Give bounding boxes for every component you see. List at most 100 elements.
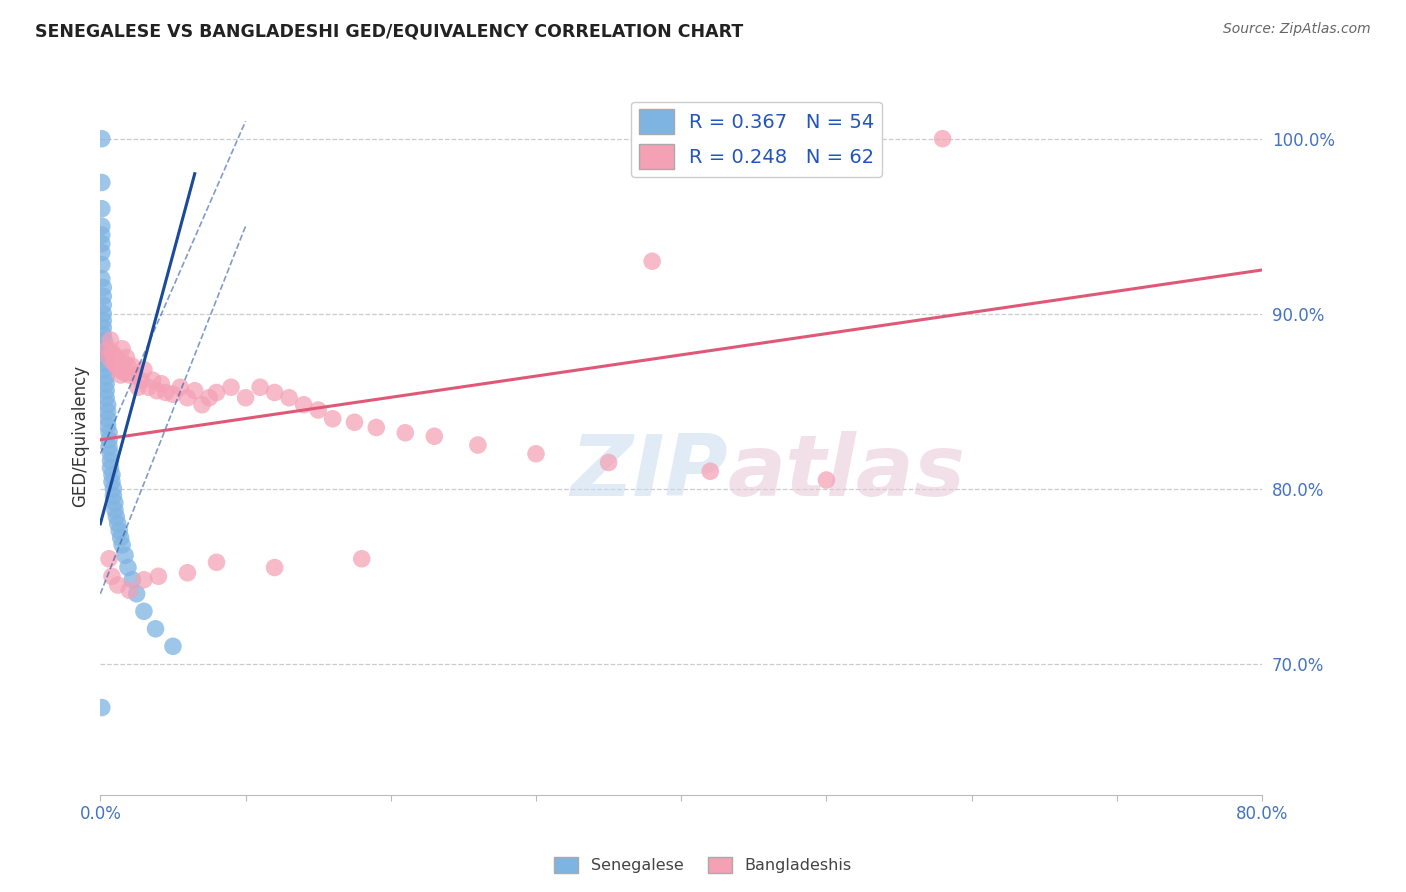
Point xyxy=(205,555,228,569)
Point xyxy=(118,368,141,382)
Text: ZIP: ZIP xyxy=(569,431,728,514)
Point xyxy=(96,369,118,384)
Point xyxy=(117,359,139,374)
Point xyxy=(98,433,121,447)
Point xyxy=(110,368,132,382)
Point xyxy=(263,560,285,574)
Point xyxy=(90,227,112,242)
Point xyxy=(322,411,344,425)
Legend: Senegalese, Bangladeshis: Senegalese, Bangladeshis xyxy=(548,850,858,880)
Point xyxy=(191,398,214,412)
Point xyxy=(90,131,112,145)
Point xyxy=(136,380,159,394)
Point xyxy=(104,349,127,363)
Point xyxy=(91,298,114,312)
Point xyxy=(176,391,198,405)
Point xyxy=(101,345,124,359)
Point xyxy=(125,587,148,601)
Point xyxy=(111,538,134,552)
Point xyxy=(108,363,131,377)
Point xyxy=(91,280,114,294)
Point xyxy=(100,333,122,347)
Point xyxy=(91,307,114,321)
Point xyxy=(97,405,120,419)
Point xyxy=(350,551,373,566)
Point xyxy=(169,380,191,394)
Point xyxy=(162,640,184,654)
Point xyxy=(107,578,129,592)
Point xyxy=(263,385,285,400)
Point xyxy=(100,454,122,468)
Point xyxy=(110,531,132,545)
Text: atlas: atlas xyxy=(728,431,966,514)
Point xyxy=(142,373,165,387)
Point xyxy=(292,398,315,412)
Point xyxy=(105,509,128,524)
Point xyxy=(90,202,112,216)
Point xyxy=(112,356,135,370)
Point xyxy=(132,363,155,377)
Point xyxy=(93,334,115,349)
Point xyxy=(105,359,128,374)
Point xyxy=(931,131,953,145)
Point xyxy=(150,376,173,391)
Point xyxy=(121,359,143,374)
Point xyxy=(91,327,114,342)
Point xyxy=(219,380,242,394)
Point xyxy=(98,551,121,566)
Point xyxy=(93,363,115,377)
Point xyxy=(423,429,446,443)
Point xyxy=(121,573,143,587)
Point xyxy=(91,320,114,334)
Point xyxy=(115,351,138,365)
Point xyxy=(111,342,134,356)
Point xyxy=(114,366,136,380)
Point xyxy=(101,475,124,489)
Point xyxy=(278,391,301,405)
Point xyxy=(641,254,664,268)
Point xyxy=(815,473,838,487)
Point xyxy=(108,524,131,538)
Point xyxy=(132,573,155,587)
Point xyxy=(90,236,112,251)
Point xyxy=(145,622,167,636)
Point xyxy=(524,447,547,461)
Text: SENEGALESE VS BANGLADESHI GED/EQUIVALENCY CORRELATION CHART: SENEGALESE VS BANGLADESHI GED/EQUIVALENC… xyxy=(35,22,744,40)
Point xyxy=(155,385,177,400)
Point xyxy=(93,342,115,356)
Point xyxy=(127,380,149,394)
Point xyxy=(103,356,125,370)
Point xyxy=(97,411,120,425)
Point xyxy=(93,356,115,370)
Point xyxy=(249,380,271,394)
Point xyxy=(104,502,127,516)
Point xyxy=(90,219,112,234)
Point xyxy=(307,403,329,417)
Point xyxy=(129,373,152,387)
Point xyxy=(198,391,221,405)
Point xyxy=(366,420,388,434)
Point xyxy=(394,425,416,440)
Point xyxy=(98,440,121,454)
Point xyxy=(90,258,112,272)
Point xyxy=(91,314,114,328)
Point xyxy=(124,368,146,382)
Y-axis label: GED/Equivalency: GED/Equivalency xyxy=(72,365,89,508)
Point xyxy=(103,489,125,503)
Point xyxy=(101,569,124,583)
Point xyxy=(148,569,170,583)
Point xyxy=(107,352,129,367)
Point xyxy=(235,391,257,405)
Point xyxy=(96,384,118,398)
Point xyxy=(97,342,120,356)
Point xyxy=(104,496,127,510)
Point xyxy=(205,385,228,400)
Point xyxy=(98,425,121,440)
Point xyxy=(98,351,121,365)
Legend: R = 0.367   N = 54, R = 0.248   N = 62: R = 0.367 N = 54, R = 0.248 N = 62 xyxy=(631,102,883,177)
Point xyxy=(90,245,112,260)
Point xyxy=(162,387,184,401)
Point xyxy=(146,384,169,398)
Point xyxy=(100,460,122,475)
Point xyxy=(90,176,112,190)
